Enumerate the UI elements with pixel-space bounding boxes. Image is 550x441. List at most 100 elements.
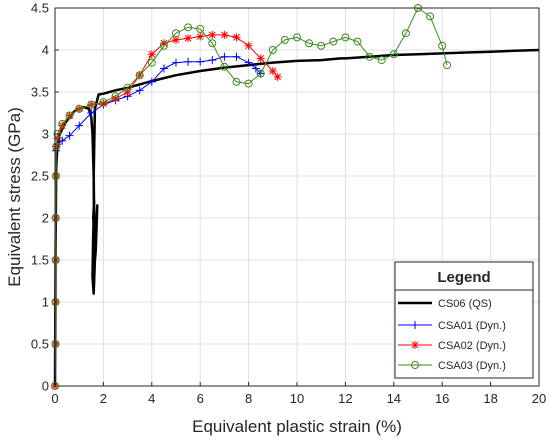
data-point (52, 142, 61, 151)
data-point (65, 111, 74, 120)
data-point (443, 61, 452, 70)
x-tick-label: 0 (51, 391, 58, 406)
y-tick-label: 0.5 (31, 337, 49, 352)
x-tick-label: 16 (435, 391, 449, 406)
data-point (317, 41, 326, 50)
data-point (401, 29, 410, 38)
legend-marker-csa02 (411, 341, 419, 349)
data-point (208, 39, 217, 48)
y-tick-label: 3 (42, 127, 49, 142)
x-tick-label: 12 (338, 391, 352, 406)
data-point (251, 64, 260, 73)
data-point (147, 58, 156, 67)
series-line (54, 7, 448, 387)
data-point (220, 30, 229, 39)
data-point (172, 35, 180, 44)
data-point (341, 33, 350, 42)
data-point (111, 92, 120, 101)
x-tick-label: 18 (483, 391, 497, 406)
data-point (53, 130, 62, 138)
data-point (256, 54, 265, 63)
data-point (293, 33, 301, 42)
data-point (184, 57, 193, 66)
y-tick-label: 1.5 (31, 253, 49, 268)
legend-marker-csa01 (411, 321, 419, 329)
data-point (244, 58, 253, 67)
data-point (256, 69, 265, 78)
y-tick-label: 0 (42, 379, 49, 394)
data-point (99, 98, 108, 107)
x-tick-label: 14 (387, 391, 401, 406)
data-point (147, 77, 156, 86)
y-axis: 0 0.5 1 1.5 2 2.5 3 3.5 4 4.5 (31, 1, 59, 394)
data-point (51, 172, 60, 180)
y-tick-label: 2 (42, 211, 49, 226)
data-point (389, 50, 398, 59)
data-point (159, 64, 168, 73)
data-point (147, 50, 156, 59)
data-point (196, 32, 205, 41)
legend-box (394, 261, 534, 379)
data-point (51, 256, 60, 264)
legend-label-csa02: CSA02 (Dyn.) (438, 340, 506, 352)
x-tick-label: 10 (290, 391, 304, 406)
data-point (87, 109, 96, 117)
data-point (111, 94, 120, 103)
legend-label-cs06: CS06 (QS) (438, 298, 492, 310)
y-tick-label: 4.5 (31, 1, 49, 16)
x-tick-label: 4 (148, 391, 155, 406)
data-point (51, 214, 60, 222)
data-point (75, 121, 84, 130)
data-point (75, 104, 84, 113)
data-point (377, 56, 386, 65)
data-point (244, 41, 253, 50)
data-point (232, 33, 241, 42)
data-point (65, 131, 74, 140)
x-axis: 0 2 4 6 8 10 12 14 16 18 20 (51, 382, 546, 406)
y-tick-label: 3.5 (31, 85, 49, 100)
data-point (220, 52, 229, 61)
data-point (196, 25, 205, 33)
data-point (172, 29, 180, 38)
legend-label-csa01: CSA01 (Dyn.) (438, 320, 506, 332)
data-point (438, 41, 447, 50)
data-point (305, 39, 314, 48)
x-tick-label: 2 (100, 391, 107, 406)
data-point (280, 35, 289, 44)
data-point (123, 88, 132, 96)
legend: Legend CS06 (QS) CSA01 (Dyn.) CSA02 (Dyn… (394, 261, 534, 379)
y-tick-label: 4 (42, 43, 49, 58)
data-point (99, 99, 108, 108)
legend-label-csa03: CSA03 (Dyn.) (438, 360, 506, 372)
data-point (208, 30, 217, 39)
data-point (135, 86, 144, 95)
data-point (58, 121, 67, 130)
x-axis-title: Equivalent plastic strain (%) (192, 417, 402, 436)
data-point (329, 37, 338, 46)
data-point (184, 34, 193, 43)
data-point (123, 83, 132, 92)
x-tick-label: 20 (532, 391, 546, 406)
legend-title: Legend (437, 269, 490, 286)
x-tick-label: 6 (197, 391, 204, 406)
data-point (87, 100, 96, 109)
data-point (268, 67, 277, 75)
data-point (159, 39, 168, 48)
data-point (58, 119, 67, 128)
legend-marker-csa03 (411, 361, 419, 369)
data-point (172, 58, 180, 67)
data-point (208, 56, 217, 65)
data-point (135, 71, 144, 80)
data-point (196, 57, 205, 66)
x-tick-label: 8 (245, 391, 252, 406)
data-point (244, 79, 253, 88)
data-point (220, 62, 229, 71)
data-point (365, 52, 374, 61)
data-point (232, 52, 241, 61)
data-point (184, 23, 193, 32)
y-axis-title: Equivalent stress (GPa) (5, 107, 24, 287)
data-point (426, 12, 435, 21)
data-point (159, 41, 168, 50)
data-point (273, 72, 282, 81)
